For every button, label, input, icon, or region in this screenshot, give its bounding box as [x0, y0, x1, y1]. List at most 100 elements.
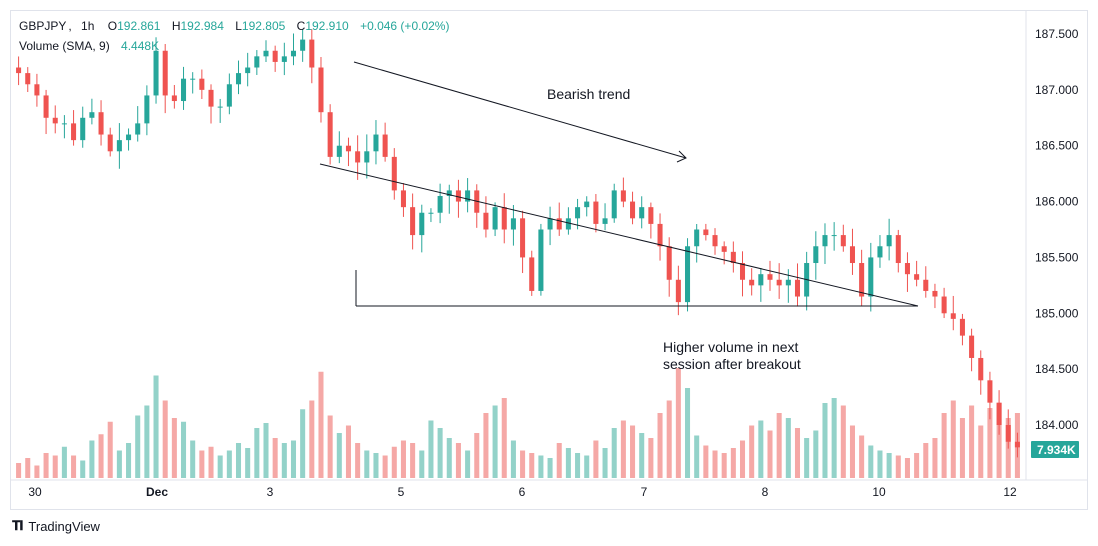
candle-body[interactable]	[739, 263, 746, 280]
candle-body[interactable]	[199, 78, 205, 90]
candle-body[interactable]	[281, 56, 287, 62]
candle-body[interactable]	[171, 95, 177, 102]
candle-body[interactable]	[840, 235, 846, 247]
time-axis[interactable]: 30 Dec 3 5 6 7 8 10 12	[28, 485, 1017, 499]
candle-body[interactable]	[941, 296, 947, 314]
candle-body[interactable]	[419, 212, 425, 236]
candle-body[interactable]	[602, 218, 608, 224]
candle-body[interactable]	[364, 151, 370, 163]
candle-body[interactable]	[904, 263, 910, 275]
candle-body[interactable]	[831, 235, 837, 237]
candle-body[interactable]	[327, 112, 333, 157]
candle-body[interactable]	[80, 117, 86, 141]
candle-body[interactable]	[620, 190, 626, 202]
candle-body[interactable]	[410, 207, 416, 236]
candle-body[interactable]	[575, 207, 581, 219]
candle-body[interactable]	[446, 190, 452, 196]
candle-body[interactable]	[400, 190, 406, 208]
candle-body[interactable]	[868, 257, 874, 297]
candle-body[interactable]	[272, 50, 278, 62]
candle-body[interactable]	[382, 134, 388, 157]
candle-body[interactable]	[730, 251, 736, 264]
candle-body[interactable]	[749, 279, 755, 286]
candle-body[interactable]	[703, 229, 709, 236]
candle-body[interactable]	[428, 212, 434, 214]
candle-body[interactable]	[914, 274, 920, 280]
candle-body[interactable]	[932, 290, 938, 297]
brand-label[interactable]: TradingView	[28, 518, 100, 534]
candle-body[interactable]	[813, 246, 819, 264]
candle-body[interactable]	[630, 201, 636, 219]
candle-body[interactable]	[300, 39, 306, 51]
candle-body[interactable]	[465, 190, 471, 202]
candle-body[interactable]	[135, 123, 141, 135]
candle-body[interactable]	[71, 123, 77, 141]
interval-label[interactable]: 1h	[81, 19, 95, 33]
candle-body[interactable]	[886, 235, 892, 247]
candle-body[interactable]	[895, 235, 901, 264]
candle-body[interactable]	[190, 78, 196, 80]
candle-body[interactable]	[492, 207, 498, 230]
candle-body[interactable]	[510, 218, 516, 230]
candle-body[interactable]	[290, 50, 297, 57]
candle-body[interactable]	[235, 73, 242, 85]
candle-body[interactable]	[794, 279, 801, 297]
candle-body[interactable]	[309, 39, 315, 68]
candle-body[interactable]	[107, 134, 113, 152]
candle-body[interactable]	[25, 73, 31, 85]
candle-body[interactable]	[666, 246, 672, 280]
candle-body[interactable]	[758, 274, 764, 286]
candle-body[interactable]	[1014, 441, 1020, 448]
candle-body[interactable]	[639, 207, 645, 219]
candle-body[interactable]	[345, 145, 351, 152]
symbol-label[interactable]: GBPJPY	[19, 19, 67, 33]
candle-body[interactable]	[776, 279, 782, 286]
candle-body[interactable]	[978, 357, 984, 381]
candle-body[interactable]	[245, 67, 251, 74]
candle-body[interactable]	[648, 207, 654, 224]
candle-body[interactable]	[529, 257, 535, 291]
candle-body[interactable]	[144, 95, 150, 124]
candle-body[interactable]	[126, 134, 132, 141]
candle-body[interactable]	[565, 218, 571, 230]
candle-body[interactable]	[254, 56, 260, 68]
candle-body[interactable]	[501, 207, 507, 230]
candle-body[interactable]	[217, 106, 223, 108]
candle-body[interactable]	[208, 89, 214, 107]
candle-body[interactable]	[822, 235, 828, 247]
candle-body[interactable]	[116, 140, 122, 152]
candle-body[interactable]	[849, 246, 855, 264]
candle-body[interactable]	[712, 235, 718, 247]
candle-body[interactable]	[263, 50, 269, 57]
candle-body[interactable]	[391, 156, 397, 191]
candle-body[interactable]	[34, 84, 40, 96]
candle-body[interactable]	[996, 402, 1002, 425]
candle-body[interactable]	[721, 246, 727, 252]
candle-body[interactable]	[785, 279, 791, 286]
candle-body[interactable]	[877, 246, 883, 258]
candle-body[interactable]	[969, 335, 975, 358]
candle-body[interactable]	[859, 263, 865, 297]
candle-body[interactable]	[61, 123, 67, 125]
candle-body[interactable]	[52, 117, 58, 124]
price-axis[interactable]: 187.500 187.000 186.500 186.000 185.500 185.0…	[1035, 27, 1079, 432]
tradingview-logo-icon[interactable]: 𝐓𝐈	[12, 518, 23, 533]
candle-body[interactable]	[767, 274, 773, 280]
candle-body[interactable]	[181, 78, 187, 102]
candle-body[interactable]	[538, 229, 544, 291]
candle-body[interactable]	[373, 134, 379, 152]
candle-body[interactable]	[694, 229, 700, 247]
candle-body[interactable]	[593, 201, 599, 224]
candle-body[interactable]	[987, 380, 993, 403]
candle-body[interactable]	[685, 246, 691, 303]
candle-body[interactable]	[336, 145, 342, 157]
candle-body[interactable]	[226, 84, 232, 107]
volume-indicator-label[interactable]: Volume (SMA, 9)	[19, 39, 110, 53]
candle-body[interactable]	[43, 95, 49, 118]
candle-body[interactable]	[455, 190, 461, 202]
candle-body[interactable]	[520, 218, 526, 258]
candle-body[interactable]	[89, 112, 95, 118]
candle-body[interactable]	[162, 50, 168, 96]
candle-body[interactable]	[437, 195, 443, 213]
